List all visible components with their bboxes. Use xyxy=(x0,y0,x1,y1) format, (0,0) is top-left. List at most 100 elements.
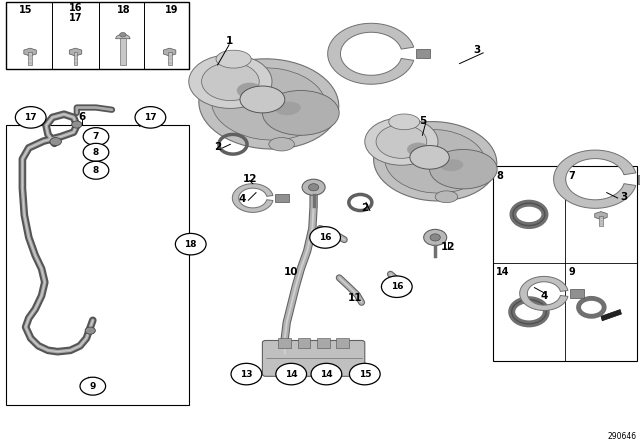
Bar xyxy=(6,125,189,405)
Bar xyxy=(599,215,603,226)
Text: 15: 15 xyxy=(19,5,33,15)
Ellipse shape xyxy=(407,142,429,156)
Text: 5: 5 xyxy=(419,116,426,126)
Ellipse shape xyxy=(429,150,497,189)
Ellipse shape xyxy=(237,82,262,98)
Text: 8: 8 xyxy=(496,171,503,181)
Bar xyxy=(6,2,189,69)
Text: 14: 14 xyxy=(285,370,298,379)
Circle shape xyxy=(424,229,447,246)
Text: 3: 3 xyxy=(473,45,481,55)
Ellipse shape xyxy=(189,55,272,108)
Text: 8: 8 xyxy=(93,166,99,175)
Circle shape xyxy=(311,363,342,385)
Ellipse shape xyxy=(376,125,427,158)
Text: 3: 3 xyxy=(620,192,628,202)
Text: 16: 16 xyxy=(319,233,332,242)
Text: 18: 18 xyxy=(184,240,197,249)
Text: 6: 6 xyxy=(78,112,86,122)
Ellipse shape xyxy=(216,50,251,68)
Text: 9: 9 xyxy=(90,382,96,391)
Text: 14: 14 xyxy=(320,370,333,379)
Bar xyxy=(298,338,310,348)
Ellipse shape xyxy=(275,102,301,115)
Circle shape xyxy=(310,227,340,248)
Polygon shape xyxy=(595,211,607,220)
Ellipse shape xyxy=(269,138,294,151)
Polygon shape xyxy=(601,310,621,321)
Ellipse shape xyxy=(262,90,339,135)
Circle shape xyxy=(83,128,109,146)
Circle shape xyxy=(175,233,206,255)
Bar xyxy=(120,39,125,65)
Ellipse shape xyxy=(212,68,326,140)
Text: 2: 2 xyxy=(214,142,221,152)
Polygon shape xyxy=(116,34,130,39)
Bar xyxy=(638,175,640,184)
Ellipse shape xyxy=(441,159,463,171)
Text: 2: 2 xyxy=(361,203,369,213)
Circle shape xyxy=(308,184,319,191)
Polygon shape xyxy=(232,184,273,212)
Ellipse shape xyxy=(435,191,458,202)
Text: 16: 16 xyxy=(69,3,83,13)
FancyBboxPatch shape xyxy=(262,340,365,376)
Ellipse shape xyxy=(199,59,339,149)
Ellipse shape xyxy=(202,62,259,101)
Ellipse shape xyxy=(240,86,285,113)
Text: 19: 19 xyxy=(165,5,179,15)
Circle shape xyxy=(83,143,109,161)
Text: 8: 8 xyxy=(93,148,99,157)
Text: 9: 9 xyxy=(568,267,575,276)
Circle shape xyxy=(135,107,166,128)
Text: 17: 17 xyxy=(24,113,37,122)
Circle shape xyxy=(120,32,126,37)
Circle shape xyxy=(83,161,109,179)
Ellipse shape xyxy=(374,121,497,201)
Bar xyxy=(416,49,430,58)
Text: 4: 4 xyxy=(540,291,548,301)
Bar xyxy=(493,166,637,361)
Bar xyxy=(28,52,32,65)
Text: 11: 11 xyxy=(348,293,362,303)
Text: 1: 1 xyxy=(225,36,233,46)
Text: 13: 13 xyxy=(240,370,253,379)
Polygon shape xyxy=(520,276,568,310)
Text: 15: 15 xyxy=(358,370,371,379)
Polygon shape xyxy=(328,23,413,84)
Circle shape xyxy=(276,363,307,385)
Bar xyxy=(317,338,330,348)
Circle shape xyxy=(85,327,95,334)
Text: 17: 17 xyxy=(69,13,83,22)
Text: 7: 7 xyxy=(568,171,575,181)
Text: 10: 10 xyxy=(284,267,298,277)
Circle shape xyxy=(349,363,380,385)
Text: 14: 14 xyxy=(496,267,509,276)
Text: 290646: 290646 xyxy=(607,432,637,441)
Bar xyxy=(74,52,77,65)
Text: 4: 4 xyxy=(238,194,246,204)
Bar xyxy=(168,52,172,65)
Circle shape xyxy=(381,276,412,297)
Text: 12: 12 xyxy=(441,242,455,252)
Polygon shape xyxy=(24,48,36,56)
Circle shape xyxy=(15,107,46,128)
Bar xyxy=(275,194,289,202)
Bar xyxy=(278,338,291,348)
Circle shape xyxy=(72,121,82,128)
Circle shape xyxy=(430,234,440,241)
Polygon shape xyxy=(554,150,636,208)
Text: 7: 7 xyxy=(93,132,99,141)
Polygon shape xyxy=(163,48,176,56)
Ellipse shape xyxy=(385,129,486,193)
Circle shape xyxy=(302,179,325,195)
Circle shape xyxy=(80,377,106,395)
Bar xyxy=(570,289,584,298)
Ellipse shape xyxy=(388,114,420,130)
Text: 16: 16 xyxy=(390,282,403,291)
Polygon shape xyxy=(69,48,82,56)
Ellipse shape xyxy=(365,118,438,165)
Text: 17: 17 xyxy=(144,113,157,122)
Bar xyxy=(336,338,349,348)
Circle shape xyxy=(231,363,262,385)
